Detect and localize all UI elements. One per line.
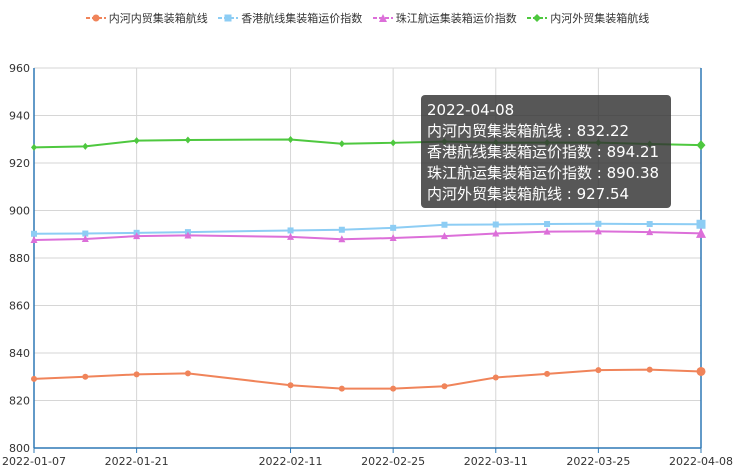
- data-point: [30, 235, 38, 243]
- tooltip-date: 2022-04-08: [427, 101, 515, 119]
- series-line: [33, 368, 702, 390]
- data-point: [594, 227, 602, 235]
- data-point: [441, 383, 448, 390]
- data-point: [646, 366, 653, 373]
- x-tick-label: 2022-04-08: [669, 455, 733, 468]
- legend-label: 珠江航运集装箱运价指数: [395, 12, 517, 25]
- data-point: [492, 229, 500, 237]
- data-point: [696, 140, 706, 151]
- y-tick-label: 900: [9, 205, 30, 218]
- data-point: [696, 366, 706, 376]
- data-point: [595, 367, 602, 374]
- y-tick-label: 880: [9, 252, 30, 265]
- legend-item-hongkong[interactable]: 香港航线集装箱运价指数: [217, 10, 362, 26]
- data-point: [287, 232, 295, 240]
- data-point: [389, 234, 397, 242]
- y-tick-label: 940: [9, 110, 30, 123]
- y-tick-label: 920: [9, 157, 30, 170]
- data-point: [390, 139, 397, 147]
- data-point: [82, 230, 89, 237]
- x-tick-label: 2022-03-11: [464, 455, 528, 468]
- data-point: [338, 226, 345, 233]
- data-point: [287, 382, 294, 389]
- data-point: [133, 137, 140, 145]
- x-tick-label: 2022-03-25: [566, 455, 630, 468]
- y-tick-label: 860: [9, 300, 30, 313]
- x-tick-label: 2022-01-21: [105, 455, 169, 468]
- legend-label: 香港航线集装箱运价指数: [241, 12, 363, 25]
- tooltip-line: 珠江航运集装箱运价指数 : 890.38: [427, 164, 660, 182]
- legend-item-inland-domestic[interactable]: 内河内贸集装箱航线: [85, 10, 208, 26]
- data-point: [287, 135, 294, 143]
- data-point: [440, 232, 448, 240]
- data-point: [82, 142, 89, 150]
- legend-marker-triangle-icon: [372, 14, 393, 22]
- legend-item-inland-foreign[interactable]: 内河外贸集装箱航线: [526, 10, 649, 26]
- y-tick-label: 960: [9, 62, 30, 75]
- data-point: [184, 370, 191, 377]
- tooltip-line: 内河内贸集装箱航线 : 832.22: [427, 122, 630, 140]
- data-point: [133, 371, 140, 378]
- tooltip: 2022-04-08 内河内贸集装箱航线 : 832.22 香港航线集装箱运价指…: [421, 95, 671, 208]
- y-tick-label: 820: [9, 395, 30, 408]
- x-tick-label: 2022-02-11: [259, 455, 323, 468]
- data-point: [696, 227, 706, 238]
- data-point: [31, 143, 37, 151]
- data-point: [338, 140, 345, 148]
- data-point: [338, 385, 345, 392]
- data-point: [390, 224, 397, 231]
- legend-marker-square-icon: [218, 14, 239, 22]
- legend-item-pearl-river[interactable]: 珠江航运集装箱运价指数: [372, 10, 517, 26]
- legend-marker-diamond-icon: [527, 14, 548, 22]
- data-point: [31, 375, 37, 382]
- data-point: [184, 231, 192, 239]
- legend-label: 内河外贸集装箱航线: [550, 12, 650, 25]
- data-point: [390, 385, 397, 392]
- x-tick-label: 2022-01-07: [2, 455, 66, 468]
- data-point: [544, 370, 551, 377]
- data-point: [133, 232, 141, 240]
- data-point: [82, 373, 89, 380]
- data-point: [543, 227, 551, 235]
- data-point: [81, 235, 89, 242]
- data-point: [595, 220, 602, 227]
- data-point: [492, 221, 499, 228]
- legend: 内河内贸集装箱航线 香港航线集装箱运价指数 珠江航运集装箱运价指数 内河外贸集装…: [0, 10, 734, 26]
- data-point: [287, 227, 294, 234]
- data-point: [544, 221, 551, 228]
- legend-label: 内河内贸集装箱航线: [108, 12, 208, 25]
- tooltip-line: 香港航线集装箱运价指数 : 894.21: [427, 143, 660, 161]
- tooltip-line: 内河外贸集装箱航线 : 927.54: [427, 185, 630, 203]
- y-tick-label: 840: [9, 347, 30, 360]
- y-tick-label: 800: [9, 442, 30, 455]
- data-point: [338, 235, 346, 243]
- data-point: [646, 221, 653, 228]
- data-point: [492, 374, 499, 381]
- data-point: [441, 221, 448, 228]
- data-point: [646, 228, 654, 236]
- data-point: [184, 136, 191, 144]
- data-point: [31, 230, 37, 237]
- data-point: [696, 219, 706, 229]
- legend-marker-circle-icon: [85, 14, 106, 22]
- x-tick-label: 2022-02-25: [361, 455, 425, 468]
